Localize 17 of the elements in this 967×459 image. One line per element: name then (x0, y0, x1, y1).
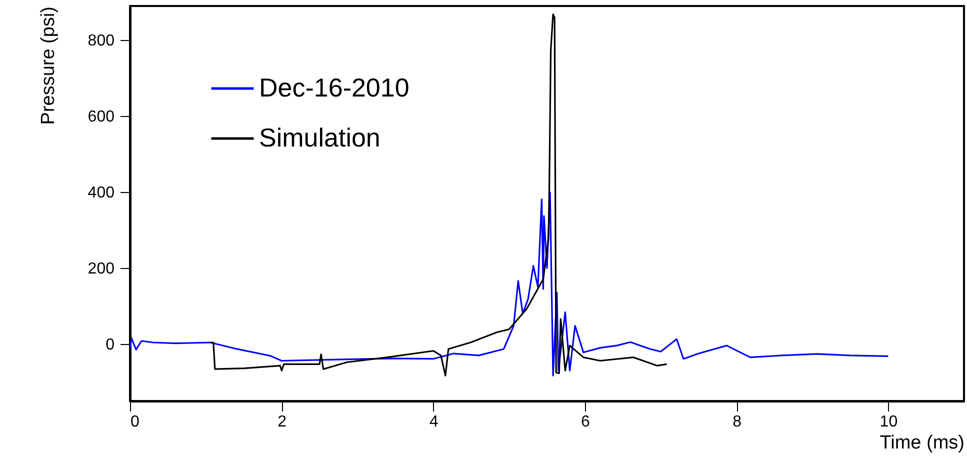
y-tick-label: 600 (88, 108, 115, 126)
x-tick-label: 0 (130, 414, 140, 430)
legend-label: Simulation (259, 122, 380, 152)
line-series (210, 14, 668, 376)
x-tick-label: 2 (278, 414, 287, 430)
x-axis-title: Time (ms) (880, 432, 964, 454)
x-tick-label: 4 (429, 414, 438, 430)
y-axis-title: Pressure (psi) (38, 6, 59, 125)
x-tick-label: 8 (732, 414, 742, 430)
y-tick-label: 200 (88, 260, 115, 278)
y-tick-label: 800 (88, 32, 115, 50)
x-tick-label: 6 (580, 414, 590, 430)
y-tick-label: 0 (106, 336, 115, 354)
legend-label: Dec-16-2010 (259, 72, 410, 102)
x-tick-label: 10 (880, 414, 898, 430)
y-tick-label: 400 (88, 184, 115, 202)
line-series (129, 192, 889, 376)
